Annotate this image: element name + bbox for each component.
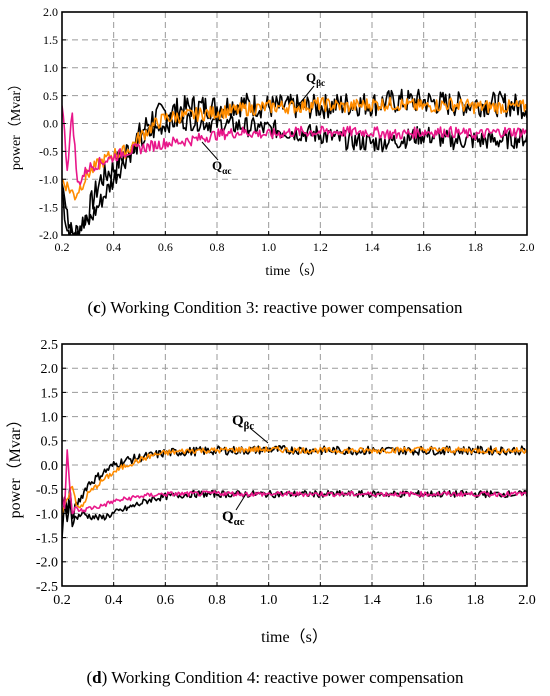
y-tick-label: 1.0	[43, 61, 58, 75]
y-tick-label: -0.5	[39, 145, 58, 159]
y-tick-label: 2.0	[43, 5, 58, 19]
y-tick-label: 0.0	[43, 117, 58, 131]
y-tick-label: -1.0	[39, 172, 58, 186]
x-tick-label: 0.4	[106, 240, 121, 254]
x-tick-label: 0.8	[210, 240, 225, 254]
x-axis-label: time（s）	[261, 628, 328, 646]
grid	[62, 344, 527, 586]
annotation-pointer	[235, 493, 247, 511]
series-group	[62, 88, 527, 235]
x-tick-label: 1.0	[261, 240, 276, 254]
annotation-pointer	[201, 141, 219, 161]
y-tick-label: 1.5	[41, 386, 59, 401]
y-tick-label: -1.5	[36, 532, 58, 547]
x-tick-label: 1.8	[468, 240, 483, 254]
x-tick-label: 1.8	[467, 593, 485, 608]
x-tick-label: 0.8	[208, 593, 226, 608]
x-axis-label: time（s）	[265, 263, 323, 279]
x-tick-label: 1.2	[313, 240, 328, 254]
x-tick-label: 1.4	[365, 240, 380, 254]
x-tick-label: 1.6	[415, 593, 433, 608]
x-tick-label: 0.4	[105, 593, 123, 608]
x-tick-label: 0.6	[158, 240, 173, 254]
y-axis-label: power（Mvar）	[8, 77, 24, 170]
tick-labels: 0.2 0.4 0.6 0.8 1.0 1.2 1.4 1.6 1.8 2.0 2.0 1.5 1.0 0…	[39, 5, 535, 254]
y-tick-label: 0.5	[41, 435, 59, 450]
y-tick-label: -0.5	[36, 483, 58, 498]
x-tick-label: 1.4	[363, 593, 381, 608]
y-axis-label: power（Mvar）	[6, 412, 24, 519]
y-tick-label: 2.5	[41, 338, 59, 353]
tick-labels: 0.2 0.4 0.6 0.8 1.0 1.2 1.4 1.6 1.8 2.0 2.5 2.0 1.5 1…	[36, 338, 536, 608]
y-tick-label: -2.5	[36, 580, 58, 595]
series-group	[62, 444, 527, 539]
series-line-1	[62, 444, 527, 526]
chart-panel-d: 0.2 0.4 0.6 0.8 1.0 1.2 1.4 1.6 1.8 2.0 2.5 2.0 1.5 1…	[6, 338, 536, 687]
series-annotation-magenta: Qαc	[222, 509, 245, 528]
x-tick-label: 2.0	[520, 240, 535, 254]
y-tick-label: -2.0	[39, 228, 58, 242]
series-annotation-magenta: Qαc	[212, 158, 232, 177]
y-tick-label: -1.5	[39, 200, 58, 214]
y-tick-label: 0.5	[43, 89, 58, 103]
y-tick-label: -1.0	[36, 507, 58, 522]
series-line-3	[62, 445, 527, 516]
series-annotation-orange: Qβc	[232, 413, 254, 432]
annotation-pointer	[295, 85, 315, 109]
series-line-4	[62, 105, 527, 186]
series-line-4	[62, 449, 527, 515]
figure-caption: (c) Working Condition 3: reactive power …	[87, 298, 463, 317]
x-tick-label: 1.0	[260, 593, 278, 608]
figure-caption: (d) Working Condition 4: reactive power …	[87, 668, 464, 687]
y-tick-label: -2.0	[36, 556, 58, 571]
series-line-2	[62, 489, 527, 539]
series-annotation-orange: Qβc	[306, 70, 325, 89]
annotation-pointer	[249, 427, 269, 444]
x-tick-label: 0.6	[157, 593, 175, 608]
grid	[62, 12, 527, 235]
y-tick-label: 1.0	[41, 411, 59, 426]
y-tick-label: 0.0	[41, 459, 59, 474]
x-tick-label: 1.6	[416, 240, 431, 254]
y-tick-label: 1.5	[43, 33, 58, 47]
y-tick-label: 2.0	[41, 362, 59, 377]
chart-panel-c: 0.2 0.4 0.6 0.8 1.0 1.2 1.4 1.6 1.8 2.0 2.0 1.5 1.0 0…	[8, 5, 535, 317]
series-line-3	[62, 96, 527, 201]
x-tick-label: 0.2	[53, 593, 71, 608]
x-tick-label: 0.2	[55, 240, 70, 254]
x-tick-label: 2.0	[518, 593, 536, 608]
x-tick-label: 1.2	[312, 593, 330, 608]
